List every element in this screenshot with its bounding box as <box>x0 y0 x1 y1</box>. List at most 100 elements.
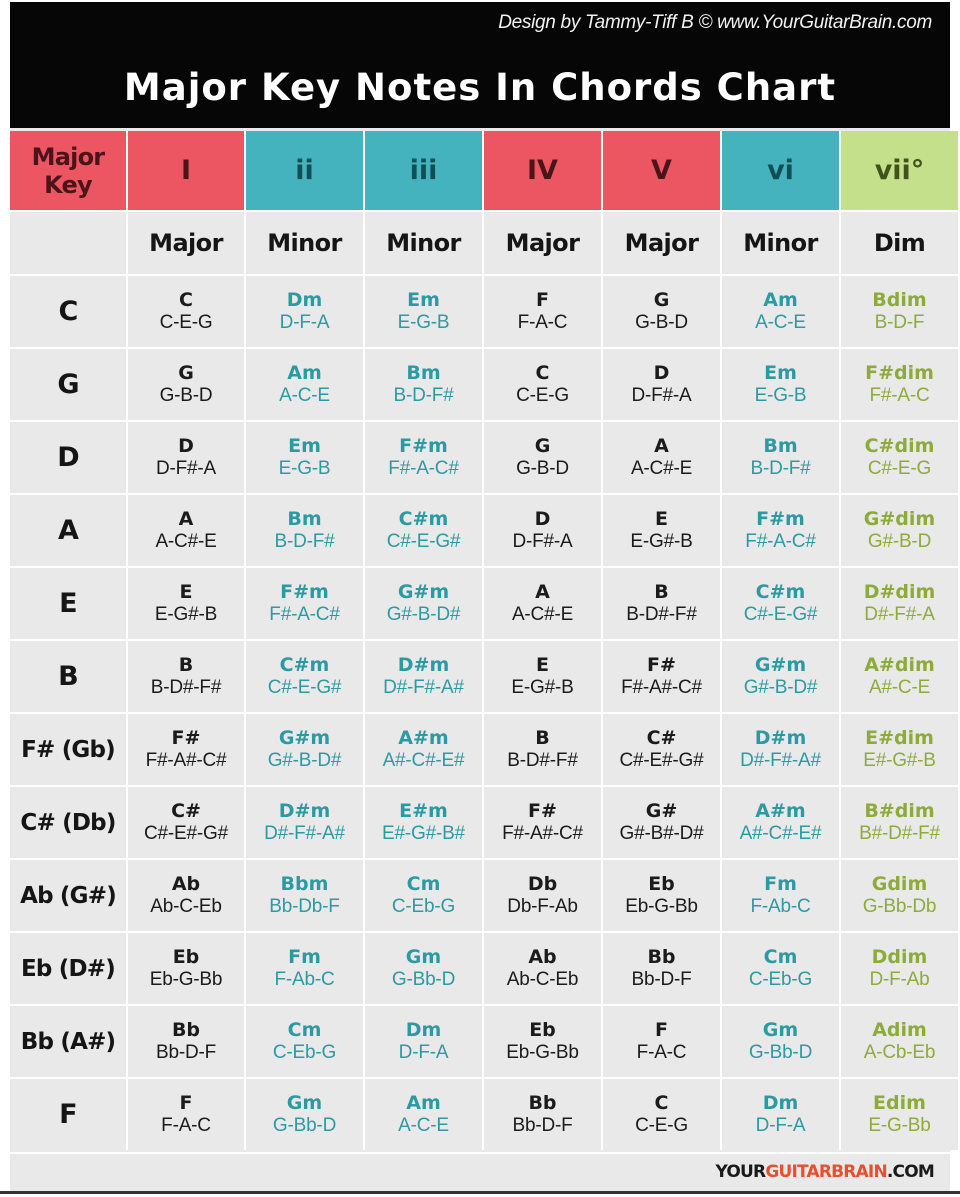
chord-name: D <box>534 507 551 530</box>
chord-cell: Bm B-D-F# <box>246 495 363 566</box>
chord-notes: E-G-B <box>397 311 450 333</box>
chord-name: C#dim <box>864 434 935 457</box>
chord-notes: F#-A#-C# <box>621 676 702 698</box>
chord-name: Bm <box>406 361 441 384</box>
chord-notes: E-G-B <box>754 384 807 406</box>
chord-name: C#m <box>755 580 806 603</box>
chord-name: D#m <box>278 799 331 822</box>
chord-cell: E E-G#-B <box>128 568 244 639</box>
chord-notes: D-F-A <box>755 1114 806 1136</box>
chord-cell: Fm F-Ab-C <box>722 860 839 931</box>
chord-cell: G#m G#-B-D# <box>722 641 839 712</box>
header-degree: iii <box>365 131 482 210</box>
logo-part-your: YOUR <box>715 1162 766 1182</box>
chart-frame: Design by Tammy-Tiff B © www.YourGuitarB… <box>10 2 958 1193</box>
chord-notes: B-D-F <box>874 311 925 333</box>
chord-cell: D#m D#-F#-A# <box>365 641 482 712</box>
chord-notes: A-C#-E <box>511 603 574 625</box>
chord-notes: D-F-A <box>398 1041 449 1063</box>
chord-notes: D#-F#-A# <box>264 822 345 844</box>
chord-cell: Bm B-D-F# <box>722 422 839 493</box>
chord-name: Gm <box>286 1091 323 1114</box>
chord-notes: F#-A#-C# <box>145 749 227 771</box>
header-degree: ii <box>246 131 363 210</box>
chord-cell: Ddim D-F-Ab <box>841 933 958 1004</box>
chord-notes: G#-B-D# <box>743 676 818 698</box>
chord-cell: Eb Eb-G-Bb <box>484 1006 601 1077</box>
chord-name: A#m <box>755 799 806 822</box>
chord-name: Bb <box>171 1018 201 1041</box>
chord-name: A#dim <box>864 653 935 676</box>
chord-cell: Bb Bb-D-F <box>128 1006 244 1077</box>
chord-cell: B B-D#-F# <box>128 641 244 712</box>
chord-notes: F-Ab-C <box>750 895 811 917</box>
chord-cell: Edim E-G-Bb <box>841 1079 958 1150</box>
chord-cell: F F-A-C <box>128 1079 244 1150</box>
chord-cell: C C-E-G <box>484 349 601 420</box>
chord-cell: E#m E#-G#-B# <box>365 787 482 858</box>
chord-notes: D-F#-A <box>631 384 692 406</box>
row-key: F# (Gb) <box>10 714 126 785</box>
chord-cell: C C-E-G <box>603 1079 720 1150</box>
row-key: A <box>10 495 126 566</box>
chord-name: B <box>178 653 194 676</box>
chord-notes: A#-C#-E# <box>739 822 822 844</box>
design-credit: Design by Tammy-Tiff B © www.YourGuitarB… <box>498 12 932 33</box>
chord-cell: B B-D#-F# <box>484 714 601 785</box>
chord-name: D <box>178 434 194 457</box>
row-key: C <box>10 276 126 347</box>
chord-cell: D#dim D#-F#-A <box>841 568 958 639</box>
chord-notes: B-D#-F# <box>626 603 697 625</box>
chord-name: G#m <box>754 653 807 676</box>
chord-name: Cm <box>763 945 798 968</box>
chord-cell: B B-D#-F# <box>603 568 720 639</box>
chord-notes: Eb-G-Bb <box>149 968 223 990</box>
chord-cell: Bb Bb-D-F <box>484 1079 601 1150</box>
chord-notes: D-F#-A <box>512 530 573 552</box>
chord-notes: C#-E#-G# <box>619 749 704 771</box>
chord-name: E <box>655 507 668 530</box>
header-quality: Major <box>603 212 720 274</box>
chord-name: Am <box>287 361 322 384</box>
chord-name: Gdim <box>871 872 928 895</box>
chord-notes: Eb-G-Bb <box>625 895 698 917</box>
chord-name: G#m <box>278 726 331 749</box>
chord-cell: F# F#-A#-C# <box>603 641 720 712</box>
chord-notes: B-D-F# <box>274 530 335 552</box>
chord-cell: E E-G#-B <box>603 495 720 566</box>
chord-cell: C# C#-E#-G# <box>603 714 720 785</box>
chord-notes: G-Bb-D <box>391 968 456 990</box>
chord-notes: C-Eb-G <box>748 968 813 990</box>
chord-cell: Cm C-Eb-G <box>365 860 482 931</box>
chord-name: G# <box>645 799 678 822</box>
chord-notes: C#-E-G <box>867 457 932 479</box>
chord-name: E <box>179 580 193 603</box>
chord-name: A <box>535 580 550 603</box>
chord-cell: A A-C#-E <box>128 495 244 566</box>
chord-cell: F# F#-A#-C# <box>128 714 244 785</box>
chord-notes: C#-E-G# <box>267 676 342 698</box>
chord-notes: E-G#-B <box>154 603 218 625</box>
header-quality: Minor <box>246 212 363 274</box>
chord-cell: C# C#-E#-G# <box>128 787 244 858</box>
chord-cell: Cm C-Eb-G <box>722 933 839 1004</box>
chord-cell: Am A-C-E <box>246 349 363 420</box>
chord-name: Em <box>288 434 321 457</box>
chord-notes: G#-B-D <box>867 530 932 552</box>
chord-notes: C-Eb-G <box>391 895 456 917</box>
chord-cell: Eb Eb-G-Bb <box>128 933 244 1004</box>
chord-cell: A#m A#-C#-E# <box>722 787 839 858</box>
chord-cell: A A-C#-E <box>484 568 601 639</box>
header-major-key: Major Key <box>10 131 126 210</box>
chord-name: Gm <box>762 1018 799 1041</box>
chord-name: C#m <box>279 653 330 676</box>
chord-notes: F-A-C <box>636 1041 687 1063</box>
chord-notes: A-Cb-Eb <box>863 1041 936 1063</box>
chord-notes: F-A-C <box>161 1114 211 1136</box>
header-degree: vii° <box>841 131 958 210</box>
chord-cell: Bb Bb-D-F <box>603 933 720 1004</box>
header-degree: IV <box>484 131 601 210</box>
header-quality: Minor <box>365 212 482 274</box>
chord-name: Bm <box>287 507 322 530</box>
chord-name: C <box>654 1091 669 1114</box>
